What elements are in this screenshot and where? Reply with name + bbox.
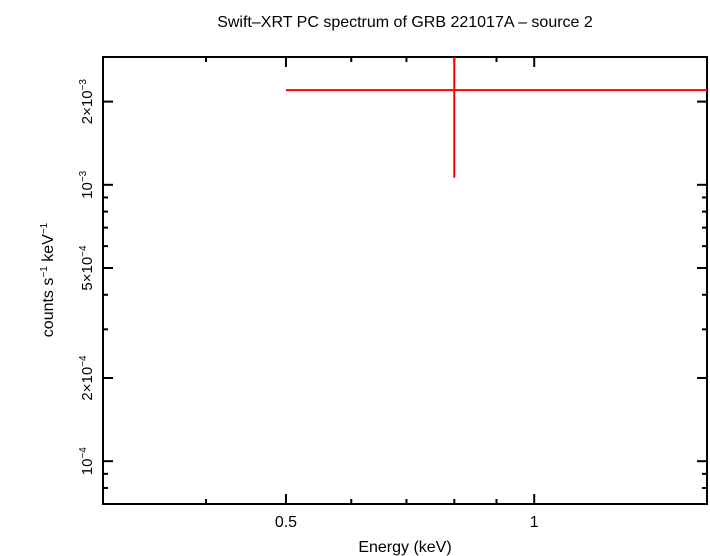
y-tick-label-exponent: −4: [78, 245, 89, 257]
y-tick-label: 5×10−4: [78, 245, 96, 291]
x-axis-label: Energy (keV): [358, 539, 451, 556]
y-axis-label-mid: keV: [40, 234, 57, 266]
y-tick-label-mantissa: 5×10: [79, 257, 96, 291]
x-tick-labels: 0.5 1: [275, 514, 539, 531]
data-series: [285, 57, 707, 178]
y-tick-label: 2×10−4: [78, 355, 96, 401]
x-tick-label: 0.5: [275, 514, 297, 531]
y-tick-label-exponent: −4: [78, 447, 89, 459]
y-tick-label: 2×10−3: [78, 79, 96, 125]
y-tick-label-mantissa: 10: [79, 459, 96, 476]
y-tick-label-exponent: −4: [78, 355, 89, 367]
y-axis-label-prefix: counts s: [40, 278, 57, 338]
y-tick-label-mantissa: 2×10: [79, 367, 96, 401]
y-axis-label-exp2: −1: [39, 222, 50, 234]
chart-title: Swift–XRT PC spectrum of GRB 221017A – s…: [217, 14, 593, 31]
y-tick-label: 10−3: [78, 170, 96, 199]
y-tick-label: 10−4: [78, 447, 96, 476]
y-tick-label-mantissa: 10: [79, 182, 96, 199]
y-tick-label-mantissa: 2×10: [79, 90, 96, 124]
y-tick-labels: 10−42×10−45×10−410−32×10−3: [78, 79, 96, 476]
plot-frame: [102, 56, 708, 505]
y-axis-label-exp1: −1: [39, 266, 50, 278]
x-tick-label: 1: [530, 514, 539, 531]
y-tick-label-exponent: −3: [78, 170, 89, 182]
y-axis-label: counts s−1 keV−1: [39, 222, 57, 337]
y-tick-label-exponent: −3: [78, 79, 89, 91]
axis-ticks: [102, 57, 707, 504]
